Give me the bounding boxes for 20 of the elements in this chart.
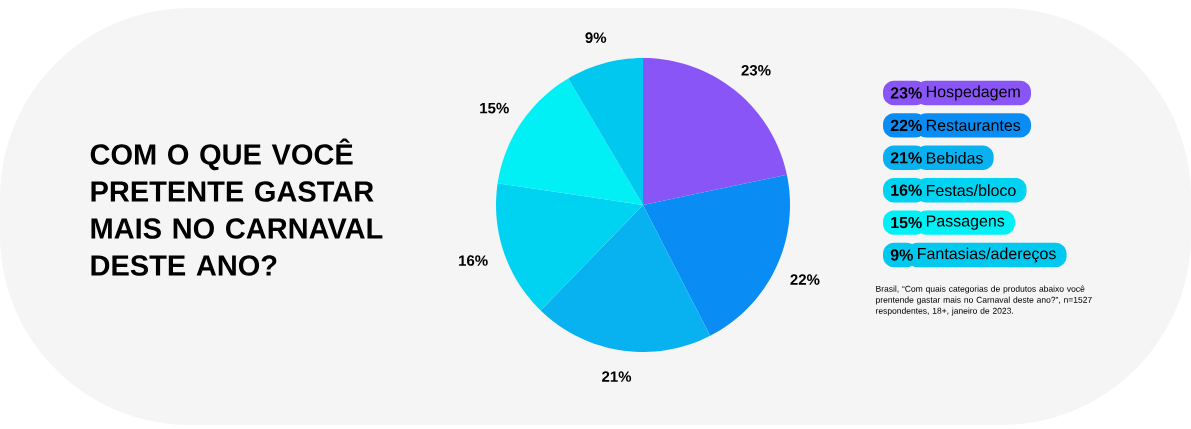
text: Brasil, “Com quais categorias de produtos abaixo você prentende gastar mais no Carnaval deste ano?”, n=1527 respondentes, 18+, janeiro de 2023. — [876, 285, 1092, 316]
text: 21% — [890, 152, 922, 164]
data-label: 16% — [459, 255, 488, 266]
legend-label: Bebidas — [926, 151, 983, 164]
legend-label: Passagens — [926, 215, 1005, 230]
text: 22% — [890, 119, 922, 132]
text: 15% — [891, 216, 922, 229]
data-label: 23% — [741, 64, 771, 76]
legend-label: Fantasias/adereços — [918, 247, 1056, 263]
legend-label: Festas/bloco — [926, 184, 1016, 197]
text: 9% — [890, 249, 913, 261]
data-label: 9% — [585, 32, 607, 43]
data-label: 15% — [480, 102, 509, 114]
text: COM O QUE VOCÊ PRETENTE GASTAR MAIS NO CARNAVAL DESTE ANO? — [90, 138, 383, 276]
data-label: 22% — [790, 274, 820, 285]
legend-label: Hospedagem — [926, 85, 1020, 101]
legend-label: Restaurantes — [926, 119, 1021, 131]
text: 16% — [891, 184, 922, 196]
text: 23% — [890, 87, 922, 99]
data-label: 21% — [602, 371, 632, 382]
